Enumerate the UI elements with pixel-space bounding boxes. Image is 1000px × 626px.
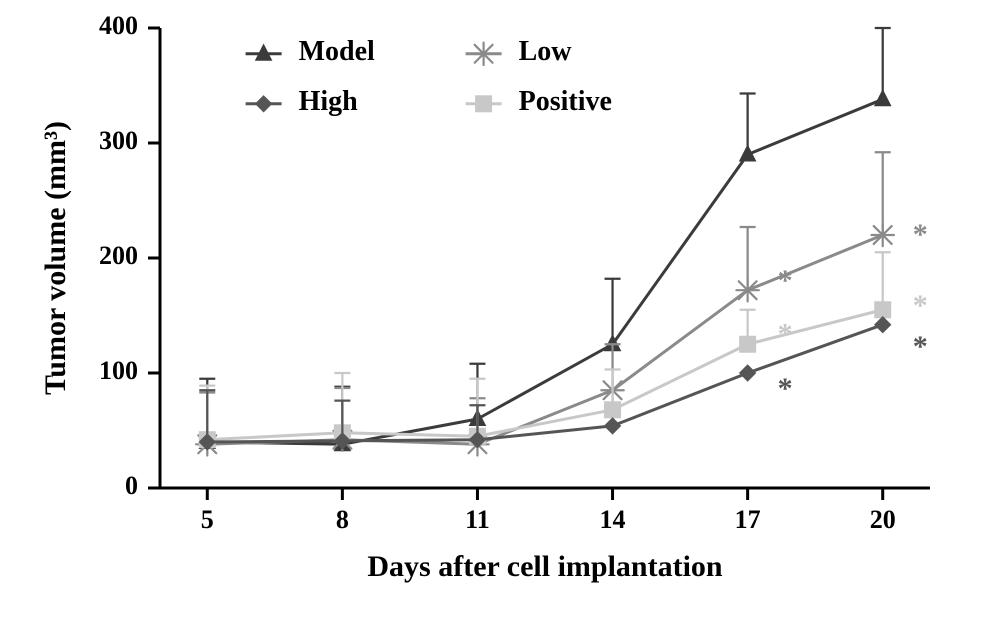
svg-text:11: 11 — [465, 505, 490, 534]
svg-text:100: 100 — [99, 356, 138, 385]
svg-text:8: 8 — [336, 505, 349, 534]
svg-text:*: * — [913, 330, 928, 363]
svg-text:14: 14 — [600, 505, 626, 534]
tumor-volume-chart: 0 100 200 300 400 5 8 11 14 17 20 Tumor volume (mm³… — [0, 0, 1000, 626]
svg-text:200: 200 — [99, 241, 138, 270]
svg-text:Days after cell implantation: Days after cell implantation — [367, 550, 723, 583]
series-positive: ** — [199, 252, 927, 447]
svg-text:Positive: Positive — [519, 86, 612, 117]
svg-text:300: 300 — [99, 126, 138, 155]
legend: Model Low High Positive — [246, 36, 612, 117]
series-high: ** — [199, 317, 927, 450]
chart-svg: 0 100 200 300 400 5 8 11 14 17 20 Tumor volume (mm³… — [0, 0, 1000, 626]
svg-text:Low: Low — [519, 36, 573, 67]
svg-text:Model: Model — [299, 36, 375, 67]
svg-text:0: 0 — [125, 471, 138, 500]
svg-text:*: * — [778, 372, 793, 405]
svg-text:5: 5 — [201, 505, 214, 534]
svg-text:400: 400 — [99, 11, 138, 40]
svg-text:*: * — [913, 289, 928, 322]
svg-text:17: 17 — [735, 505, 761, 534]
svg-text:*: * — [778, 318, 793, 351]
svg-text:20: 20 — [870, 505, 896, 534]
series-low: ** — [196, 152, 928, 455]
svg-text:*: * — [778, 264, 793, 297]
svg-text:Tumor volume (mm³): Tumor volume (mm³) — [39, 121, 72, 395]
svg-text:*: * — [913, 218, 928, 251]
svg-text:High: High — [299, 86, 359, 117]
